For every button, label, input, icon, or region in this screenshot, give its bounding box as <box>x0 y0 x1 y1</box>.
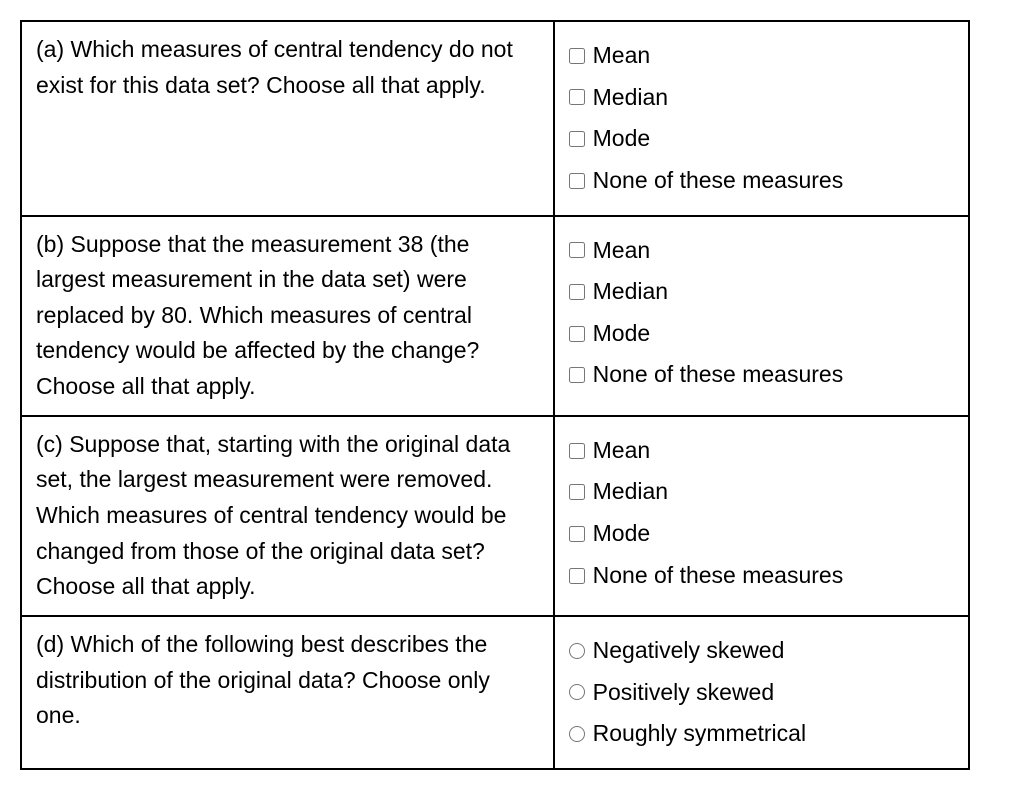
radio-d-negatively-skewed[interactable] <box>569 643 585 659</box>
table-row: (c) Suppose that, starting with the orig… <box>21 416 969 616</box>
option-label: Median <box>593 474 668 510</box>
question-d: (d) Which of the following best describe… <box>21 616 554 769</box>
option-a-median: Median <box>569 80 954 116</box>
option-label: Mode <box>593 121 651 157</box>
option-d-negatively-skewed: Negatively skewed <box>569 633 954 669</box>
option-d-positively-skewed: Positively skewed <box>569 675 954 711</box>
radio-d-roughly-symmetrical[interactable] <box>569 726 585 742</box>
question-b: (b) Suppose that the measurement 38 (the… <box>21 216 554 416</box>
option-label: Mode <box>593 516 651 552</box>
answers-b: Mean Median Mode None of these measures <box>554 216 969 416</box>
checkbox-b-none[interactable] <box>569 367 585 383</box>
option-c-mode: Mode <box>569 516 954 552</box>
radio-d-positively-skewed[interactable] <box>569 684 585 700</box>
checkbox-b-mode[interactable] <box>569 326 585 342</box>
checkbox-c-mode[interactable] <box>569 526 585 542</box>
checkbox-c-mean[interactable] <box>569 443 585 459</box>
option-d-roughly-symmetrical: Roughly symmetrical <box>569 716 954 752</box>
option-label: None of these measures <box>593 357 844 393</box>
option-label: None of these measures <box>593 163 844 199</box>
option-label: Positively skewed <box>593 675 775 711</box>
option-b-none: None of these measures <box>569 357 954 393</box>
answers-d: Negatively skewed Positively skewed Roug… <box>554 616 969 769</box>
checkbox-c-median[interactable] <box>569 484 585 500</box>
checkbox-a-mode[interactable] <box>569 131 585 147</box>
option-c-none: None of these measures <box>569 558 954 594</box>
quiz-table: (a) Which measures of central tendency d… <box>20 20 970 770</box>
option-label: Median <box>593 274 668 310</box>
option-label: Negatively skewed <box>593 633 785 669</box>
answers-c: Mean Median Mode None of these measures <box>554 416 969 616</box>
checkbox-b-mean[interactable] <box>569 242 585 258</box>
checkbox-a-none[interactable] <box>569 173 585 189</box>
option-label: Median <box>593 80 668 116</box>
option-label: Roughly symmetrical <box>593 716 806 752</box>
answers-a: Mean Median Mode None of these measures <box>554 21 969 216</box>
table-row: (b) Suppose that the measurement 38 (the… <box>21 216 969 416</box>
option-c-mean: Mean <box>569 433 954 469</box>
option-label: Mean <box>593 233 651 269</box>
option-b-mode: Mode <box>569 316 954 352</box>
checkbox-b-median[interactable] <box>569 284 585 300</box>
option-label: Mode <box>593 316 651 352</box>
option-c-median: Median <box>569 474 954 510</box>
option-label: None of these measures <box>593 558 844 594</box>
table-row: (a) Which measures of central tendency d… <box>21 21 969 216</box>
question-c: (c) Suppose that, starting with the orig… <box>21 416 554 616</box>
table-row: (d) Which of the following best describe… <box>21 616 969 769</box>
option-b-median: Median <box>569 274 954 310</box>
option-b-mean: Mean <box>569 233 954 269</box>
checkbox-a-mean[interactable] <box>569 48 585 64</box>
option-label: Mean <box>593 433 651 469</box>
question-a: (a) Which measures of central tendency d… <box>21 21 554 216</box>
option-a-none: None of these measures <box>569 163 954 199</box>
option-label: Mean <box>593 38 651 74</box>
checkbox-a-median[interactable] <box>569 89 585 105</box>
checkbox-c-none[interactable] <box>569 568 585 584</box>
option-a-mean: Mean <box>569 38 954 74</box>
option-a-mode: Mode <box>569 121 954 157</box>
